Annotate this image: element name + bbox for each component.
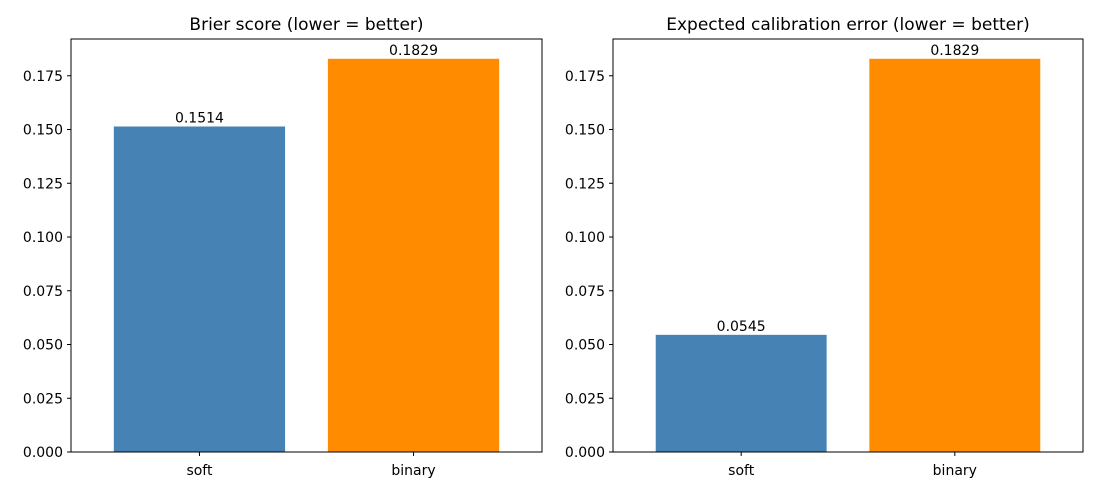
y-tick-label: 0.125 <box>565 176 605 192</box>
axes-frame <box>612 38 1084 453</box>
y-tick-label: 0.000 <box>23 445 63 461</box>
y-tick-label: 0.175 <box>565 69 605 85</box>
y-tick-label: 0.150 <box>565 123 605 139</box>
y-tick-label: 0.050 <box>565 338 605 354</box>
bar-binary <box>327 58 500 452</box>
chart-brier-score: 0.1514 0.1829 0.000 0.025 0.050 0.075 0.100 0.1… <box>23 15 543 479</box>
bar-soft <box>113 126 286 452</box>
y-tick-label: 0.100 <box>23 230 63 246</box>
y-tick-label: 0.075 <box>565 284 605 300</box>
chart-title: Brier score (lower = better) <box>189 15 423 35</box>
x-tick-label-binary: binary <box>391 463 435 479</box>
y-tick-label: 0.150 <box>23 123 63 139</box>
axes-frame <box>70 38 543 453</box>
bar-soft <box>655 334 827 452</box>
y-tick-label: 0.125 <box>23 176 63 192</box>
y-tick-label: 0.025 <box>23 391 63 407</box>
x-tick-label-soft: soft <box>728 463 755 479</box>
data-label-binary: 0.1829 <box>389 43 438 59</box>
data-label-soft: 0.0545 <box>717 319 766 335</box>
y-tick-label: 0.025 <box>565 391 605 407</box>
bar-binary <box>869 58 1041 452</box>
x-tick-label-soft: soft <box>186 463 213 479</box>
y-tick-label: 0.175 <box>23 69 63 85</box>
chart-title: Expected calibration error (lower = bett… <box>666 15 1029 35</box>
y-tick-label: 0.075 <box>23 284 63 300</box>
x-tick-label-binary: binary <box>933 463 977 479</box>
y-tick-label: 0.100 <box>565 230 605 246</box>
data-label-binary: 0.1829 <box>930 43 979 59</box>
data-label-soft: 0.1514 <box>175 111 224 127</box>
y-tick-label: 0.000 <box>565 445 605 461</box>
chart-expected-calibration-error: 0.0545 0.1829 0.000 0.025 0.050 0.075 0.100 0.1… <box>565 15 1084 479</box>
y-tick-label: 0.050 <box>23 338 63 354</box>
